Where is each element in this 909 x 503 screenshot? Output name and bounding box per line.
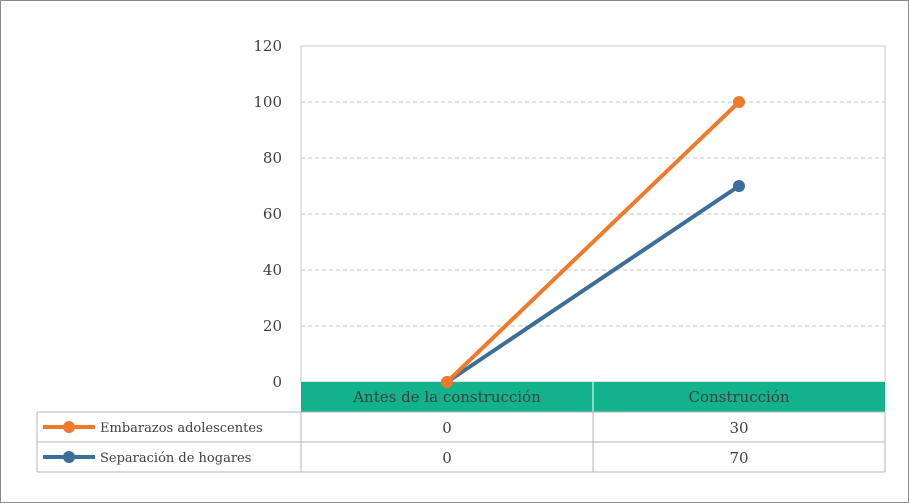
gridlines [301,101,885,327]
data-point [733,96,745,108]
series-line [445,184,741,384]
table-cell-value: 30 [729,419,748,437]
y-tick-label: 60 [263,205,282,223]
table-cell-value: 0 [442,449,452,467]
y-axis-tick-labels: 0 20 40 60 80 100 120 [253,37,282,391]
legend-marker [63,451,75,463]
series-line [445,100,741,384]
table-cell-value: 0 [442,419,452,437]
y-tick-label: 120 [253,37,282,55]
y-tick-label: 0 [272,373,282,391]
legend-label: Embarazos adolescentes [100,421,263,436]
table-cell-value: 70 [729,449,748,467]
legend-label: Separación de hogares [100,451,251,466]
y-tick-label: 20 [263,317,282,335]
data-point [441,376,453,388]
category-label: Construcción [688,388,789,406]
data-point [733,180,745,192]
y-tick-label: 80 [263,149,282,167]
y-tick-label: 100 [253,93,282,111]
legend-marker [63,421,75,433]
data-table: Antes de la construcción Construcción Emba… [36,382,886,473]
series-lines [441,96,745,388]
y-tick-label: 40 [263,261,282,279]
category-label: Antes de la construcción [352,388,541,406]
